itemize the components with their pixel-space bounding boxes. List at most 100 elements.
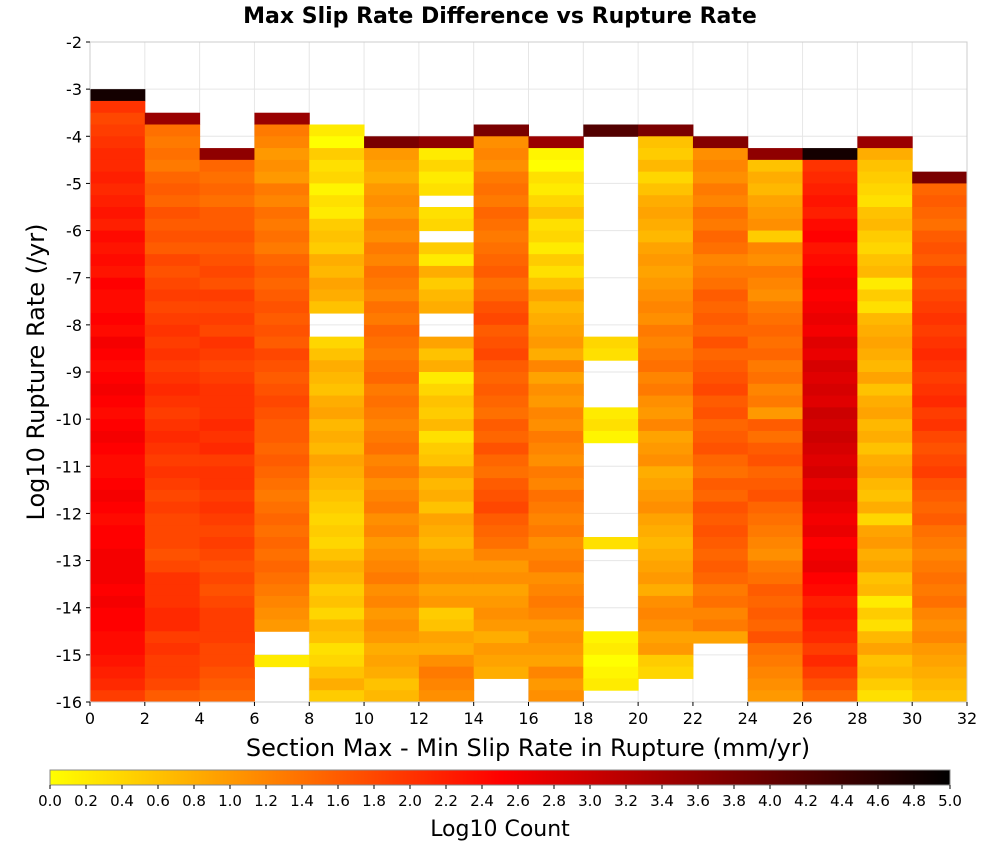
colorbar-tick-label: 3.0 xyxy=(578,792,602,810)
heatmap-cell xyxy=(254,360,310,373)
heatmap-cell xyxy=(473,407,529,420)
heatmap-cell xyxy=(583,631,639,644)
heatmap-cell xyxy=(802,548,858,562)
heatmap-cell xyxy=(364,183,420,196)
heatmap-cell xyxy=(309,254,365,267)
heatmap-cell xyxy=(364,313,420,326)
heatmap-cell xyxy=(309,489,365,503)
heatmap-cell xyxy=(254,242,310,255)
colorbar-tick-label: 4.2 xyxy=(794,792,818,810)
heatmap-cell xyxy=(473,525,529,538)
heatmap-cell xyxy=(364,619,420,632)
heatmap-cell xyxy=(199,207,255,220)
heatmap-cell xyxy=(583,124,639,137)
x-tick-label: 16 xyxy=(518,709,538,728)
heatmap-cell xyxy=(802,265,858,279)
y-axis-ticks: -16 -15 -14 -13 -12 -11 -10 -9 -8 -7 -6 -5 -4 -3 -2 xyxy=(56,33,90,712)
heatmap-cell xyxy=(254,289,310,302)
heatmap-cell xyxy=(857,501,913,514)
heatmap-cell xyxy=(802,159,858,173)
heatmap-cell xyxy=(254,407,310,420)
heatmap-cell xyxy=(199,313,255,326)
heatmap-cell xyxy=(857,265,913,279)
heatmap-cell xyxy=(473,265,529,279)
heatmap-cell xyxy=(199,560,255,573)
heatmap-cell xyxy=(802,454,858,467)
heatmap-cell xyxy=(364,324,420,338)
heatmap-cell xyxy=(857,277,913,290)
heatmap-cell xyxy=(802,607,858,620)
heatmap-cell xyxy=(528,607,584,620)
heatmap-cell xyxy=(857,301,913,314)
heatmap-cell xyxy=(583,336,639,349)
heatmap-cell xyxy=(90,136,146,149)
heatmap-cell xyxy=(254,301,310,314)
x-axis-ticks: 0 2 4 6 8 10 12 14 16 18 20 22 24 26 28 30 32 xyxy=(85,702,977,728)
heatmap-cell xyxy=(254,419,310,432)
heatmap-cell xyxy=(418,619,475,632)
heatmap-cell xyxy=(638,513,694,526)
heatmap-cell xyxy=(912,254,968,267)
heatmap-cell xyxy=(144,572,201,585)
colorbar-tick-label: 4.8 xyxy=(902,792,926,810)
colorbar-tick-label: 3.8 xyxy=(722,792,746,810)
heatmap-cell xyxy=(254,183,310,196)
heatmap-cell xyxy=(747,643,804,656)
heatmap-cell xyxy=(364,548,420,562)
heatmap-cell xyxy=(364,242,420,255)
heatmap-cell xyxy=(912,183,968,196)
heatmap-cell xyxy=(692,148,749,161)
x-tick-label: 22 xyxy=(683,709,703,728)
x-tick-label: 32 xyxy=(957,709,977,728)
heatmap-cell xyxy=(638,537,694,550)
heatmap-cell xyxy=(473,560,529,573)
heatmap-cell xyxy=(144,148,201,161)
heatmap-cell xyxy=(857,666,913,679)
heatmap-cell xyxy=(418,678,475,691)
heatmap-cell xyxy=(638,548,694,562)
heatmap-cell xyxy=(364,572,420,585)
x-tick-label: 18 xyxy=(573,709,593,728)
heatmap-cell xyxy=(309,537,365,550)
heatmap-cell xyxy=(747,419,804,432)
heatmap-cell xyxy=(692,607,749,620)
heatmap-cell xyxy=(747,395,804,408)
heatmap-cell xyxy=(857,537,913,550)
heatmap-cell xyxy=(364,230,420,243)
heatmap-cell xyxy=(528,336,584,349)
heatmap-cell xyxy=(364,336,420,349)
heatmap-cell xyxy=(90,595,146,609)
colorbar-tick-label: 2.0 xyxy=(398,792,422,810)
heatmap-cell xyxy=(747,289,804,302)
heatmap-cell xyxy=(473,148,529,161)
heatmap-cell xyxy=(747,454,804,467)
heatmap-cell xyxy=(638,383,694,397)
heatmap-cell xyxy=(692,195,749,208)
heatmap-cell xyxy=(364,207,420,220)
heatmap-cell xyxy=(144,207,201,220)
heatmap-cell xyxy=(364,265,420,279)
heatmap-cell xyxy=(912,678,968,691)
heatmap-cell xyxy=(583,643,639,656)
heatmap-cell xyxy=(199,395,255,408)
heatmap-cell xyxy=(638,124,694,137)
heatmap-cell xyxy=(857,430,913,444)
colorbar-tick-label: 2.8 xyxy=(542,792,566,810)
heatmap-cell xyxy=(747,442,804,455)
heatmap-cell xyxy=(638,572,694,585)
heatmap-cell xyxy=(418,631,475,644)
heatmap-cell xyxy=(418,643,475,656)
heatmap-cell xyxy=(473,595,529,609)
heatmap-cell xyxy=(802,254,858,267)
heatmap-cell xyxy=(364,654,420,668)
heatmap-cell xyxy=(747,348,804,361)
heatmap-cell xyxy=(199,419,255,432)
heatmap-cell xyxy=(692,301,749,314)
heatmap-cell xyxy=(802,690,858,703)
heatmap-cell xyxy=(418,183,475,196)
heatmap-cell xyxy=(144,195,201,208)
heatmap-cell xyxy=(747,607,804,620)
heatmap-cell xyxy=(199,584,255,597)
heatmap-cell xyxy=(528,489,584,503)
heatmap-cell xyxy=(254,430,310,444)
